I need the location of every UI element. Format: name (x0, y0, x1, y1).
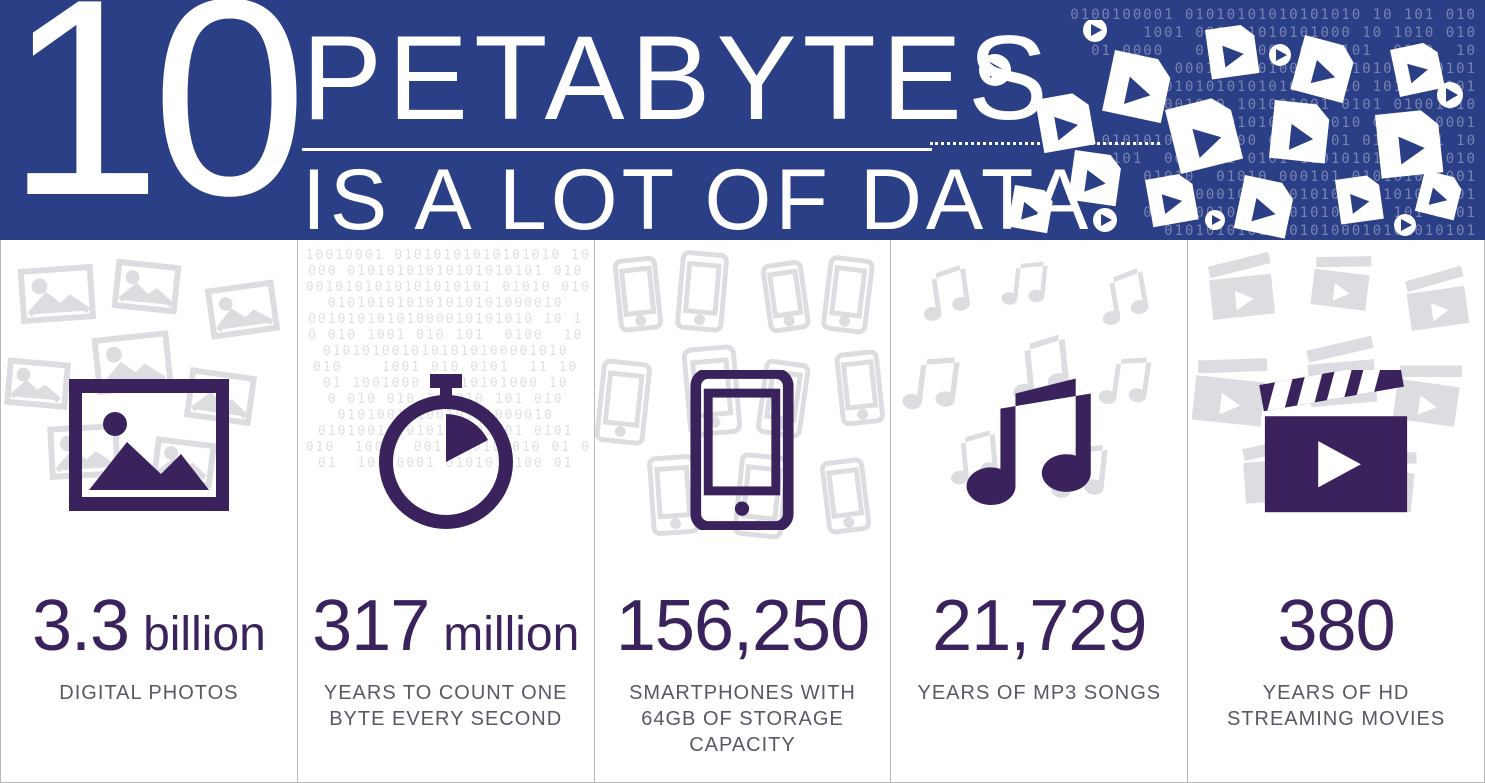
stat-card-smartphone: 156,250 SMARTPHONES WITH 64GB OF STORAGE… (595, 240, 892, 783)
header-divider (302, 148, 932, 151)
stat-value: 380 (1278, 590, 1395, 662)
header-title-line1: PETABYTES (302, 18, 1092, 138)
photo-icon (69, 370, 229, 530)
stat-card-photos: 3.3 billion DIGITAL PHOTOS (0, 240, 298, 783)
stat-desc: YEARS OF HD STREAMING MOVIES (1206, 680, 1466, 732)
stat-desc: DIGITAL PHOTOS (59, 680, 238, 706)
stat-desc: YEARS TO COUNT ONE BYTE EVERY SECOND (316, 680, 576, 732)
stat-card-stopwatch: 10010001 01010101010101010 10 101 010 00… (298, 240, 595, 783)
stat-value: 21,729 (932, 590, 1146, 662)
infographic-canvas: 0100100001 01010101010101010 10 101 010 … (0, 0, 1485, 783)
stat-value: 3.3 (32, 590, 129, 662)
music-note-icon (959, 370, 1119, 530)
stopwatch-icon (366, 370, 526, 530)
clapperboard-icon (1256, 370, 1416, 530)
stat-card-movies: 380 YEARS OF HD STREAMING MOVIES (1188, 240, 1485, 783)
stat-desc: SMARTPHONES WITH 64GB OF STORAGE CAPACIT… (612, 680, 872, 758)
stat-card-music: 21,729 YEARS OF MP3 SONGS (891, 240, 1188, 783)
stat-desc: YEARS OF MP3 SONGS (917, 680, 1161, 706)
header-dotted-line (930, 142, 1160, 145)
stat-value: 156,250 (616, 590, 869, 662)
header-big-number: 10 (6, 0, 297, 238)
header-banner: 0100100001 01010101010101010 10 101 010 … (0, 0, 1485, 240)
smartphone-icon (662, 370, 822, 530)
header-title: PETABYTES IS A LOT OF DATA (302, 18, 1092, 240)
stat-unit: million (443, 611, 579, 659)
stats-row: 3.3 billion DIGITAL PHOTOS 10010001 0101… (0, 240, 1485, 783)
stat-unit: billion (143, 611, 266, 659)
header-title-line2: IS A LOT OF DATA (302, 157, 1092, 240)
stat-value: 317 (312, 590, 429, 662)
